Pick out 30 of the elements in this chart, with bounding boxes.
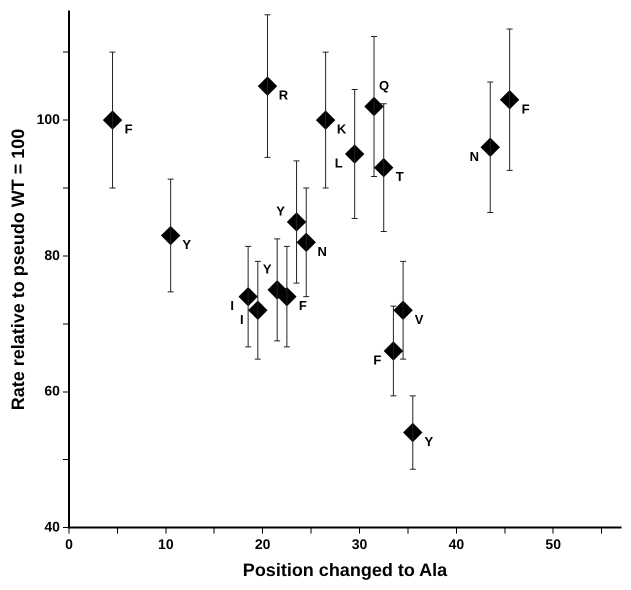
x-tick-label: 10 (158, 536, 174, 552)
y-tick-label: 40 (44, 518, 60, 534)
y-tick-label: 80 (44, 246, 60, 263)
data-label: L (334, 156, 343, 171)
data-label: R (278, 88, 289, 103)
data-label: I (230, 298, 234, 314)
data-label: F (124, 122, 133, 137)
y-axis-title: Rate relative to pseudo WT = 100 (8, 128, 28, 410)
y-tick-label: 100 (36, 110, 60, 127)
x-tick-label: 50 (545, 536, 562, 552)
data-label: F (298, 298, 307, 314)
data-label: Y (262, 261, 272, 276)
data-label: Y (182, 237, 192, 252)
data-label: Y (424, 434, 434, 450)
data-label: Q (378, 78, 390, 94)
data-label: N (470, 148, 479, 164)
x-tick-label: 30 (352, 536, 368, 552)
data-label: N (318, 244, 327, 259)
x-tick-label: 20 (254, 536, 271, 552)
x-tick-label: 0 (65, 536, 74, 552)
y-tick-label: 60 (44, 382, 60, 399)
data-label: V (414, 312, 424, 327)
x-axis-title: Position changed to Ala (242, 560, 448, 580)
data-label: T (396, 169, 404, 184)
data-label: K (336, 122, 347, 137)
data-label: Y (276, 204, 286, 219)
data-label: F (373, 352, 382, 368)
x-tick-label: 40 (448, 536, 464, 552)
data-label: I (240, 312, 244, 327)
data-label: F (522, 101, 530, 116)
